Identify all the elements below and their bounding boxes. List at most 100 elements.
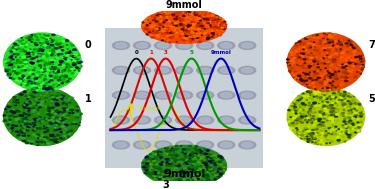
Circle shape: [315, 96, 318, 97]
Circle shape: [25, 142, 28, 144]
Circle shape: [349, 73, 351, 74]
Circle shape: [338, 86, 340, 87]
Circle shape: [205, 163, 207, 164]
Circle shape: [316, 89, 317, 90]
Circle shape: [176, 25, 177, 26]
Circle shape: [190, 19, 193, 21]
Circle shape: [189, 42, 190, 43]
Circle shape: [67, 132, 69, 133]
Circle shape: [185, 180, 188, 182]
Ellipse shape: [287, 88, 364, 145]
Circle shape: [344, 73, 348, 75]
Circle shape: [166, 16, 168, 17]
Circle shape: [11, 45, 12, 46]
Circle shape: [158, 29, 160, 31]
Circle shape: [206, 26, 209, 28]
Circle shape: [196, 37, 199, 38]
Circle shape: [26, 109, 27, 110]
Circle shape: [136, 142, 148, 148]
Circle shape: [189, 149, 190, 150]
Circle shape: [320, 41, 322, 42]
Circle shape: [168, 41, 172, 43]
Circle shape: [330, 97, 334, 99]
Circle shape: [51, 61, 54, 63]
Circle shape: [303, 136, 306, 137]
Circle shape: [313, 43, 316, 45]
Circle shape: [58, 115, 61, 116]
Circle shape: [306, 37, 309, 38]
Circle shape: [338, 71, 340, 72]
Circle shape: [316, 50, 319, 51]
Circle shape: [180, 33, 183, 34]
Circle shape: [169, 180, 171, 182]
Circle shape: [202, 23, 204, 24]
Circle shape: [190, 13, 192, 14]
Circle shape: [7, 124, 9, 125]
Circle shape: [78, 68, 81, 69]
Circle shape: [214, 26, 217, 27]
Circle shape: [43, 88, 46, 89]
Circle shape: [153, 166, 156, 168]
Circle shape: [169, 174, 172, 175]
Circle shape: [68, 124, 72, 125]
Circle shape: [156, 29, 159, 30]
Circle shape: [167, 35, 170, 36]
Circle shape: [26, 119, 29, 120]
Circle shape: [15, 123, 18, 125]
Circle shape: [212, 22, 213, 23]
Circle shape: [60, 70, 61, 71]
Circle shape: [16, 97, 17, 98]
Circle shape: [189, 161, 191, 162]
Circle shape: [32, 69, 35, 71]
Circle shape: [67, 70, 70, 72]
Circle shape: [17, 41, 20, 42]
Circle shape: [26, 62, 27, 63]
Circle shape: [33, 129, 36, 131]
Circle shape: [28, 56, 31, 57]
Circle shape: [44, 128, 45, 129]
Circle shape: [146, 171, 149, 173]
Circle shape: [352, 100, 354, 101]
Circle shape: [39, 52, 41, 53]
Circle shape: [54, 110, 56, 111]
Circle shape: [350, 55, 353, 57]
Circle shape: [24, 61, 27, 63]
Circle shape: [38, 113, 39, 114]
Circle shape: [171, 24, 174, 26]
Circle shape: [206, 177, 209, 178]
Circle shape: [196, 18, 199, 20]
Circle shape: [303, 68, 306, 69]
Circle shape: [15, 125, 17, 126]
Circle shape: [292, 125, 295, 126]
Circle shape: [41, 120, 44, 122]
Circle shape: [185, 35, 187, 36]
Circle shape: [189, 33, 192, 34]
Circle shape: [12, 59, 14, 60]
Circle shape: [214, 19, 217, 21]
Circle shape: [56, 110, 58, 112]
Circle shape: [290, 52, 293, 53]
Circle shape: [305, 74, 309, 76]
Circle shape: [36, 54, 38, 55]
Circle shape: [292, 103, 296, 105]
Circle shape: [41, 82, 45, 84]
Circle shape: [325, 109, 327, 110]
Circle shape: [72, 56, 75, 57]
Circle shape: [214, 155, 217, 156]
Circle shape: [219, 174, 222, 175]
Circle shape: [176, 141, 193, 149]
Circle shape: [159, 169, 162, 170]
Circle shape: [312, 36, 315, 38]
Circle shape: [169, 32, 173, 34]
Circle shape: [73, 56, 74, 57]
Circle shape: [75, 117, 78, 119]
Circle shape: [168, 21, 170, 22]
Circle shape: [358, 56, 362, 57]
Circle shape: [60, 107, 62, 108]
Circle shape: [303, 118, 304, 119]
Circle shape: [196, 91, 214, 99]
Circle shape: [63, 102, 64, 103]
Circle shape: [147, 173, 149, 174]
Circle shape: [218, 91, 235, 99]
Circle shape: [51, 53, 53, 54]
